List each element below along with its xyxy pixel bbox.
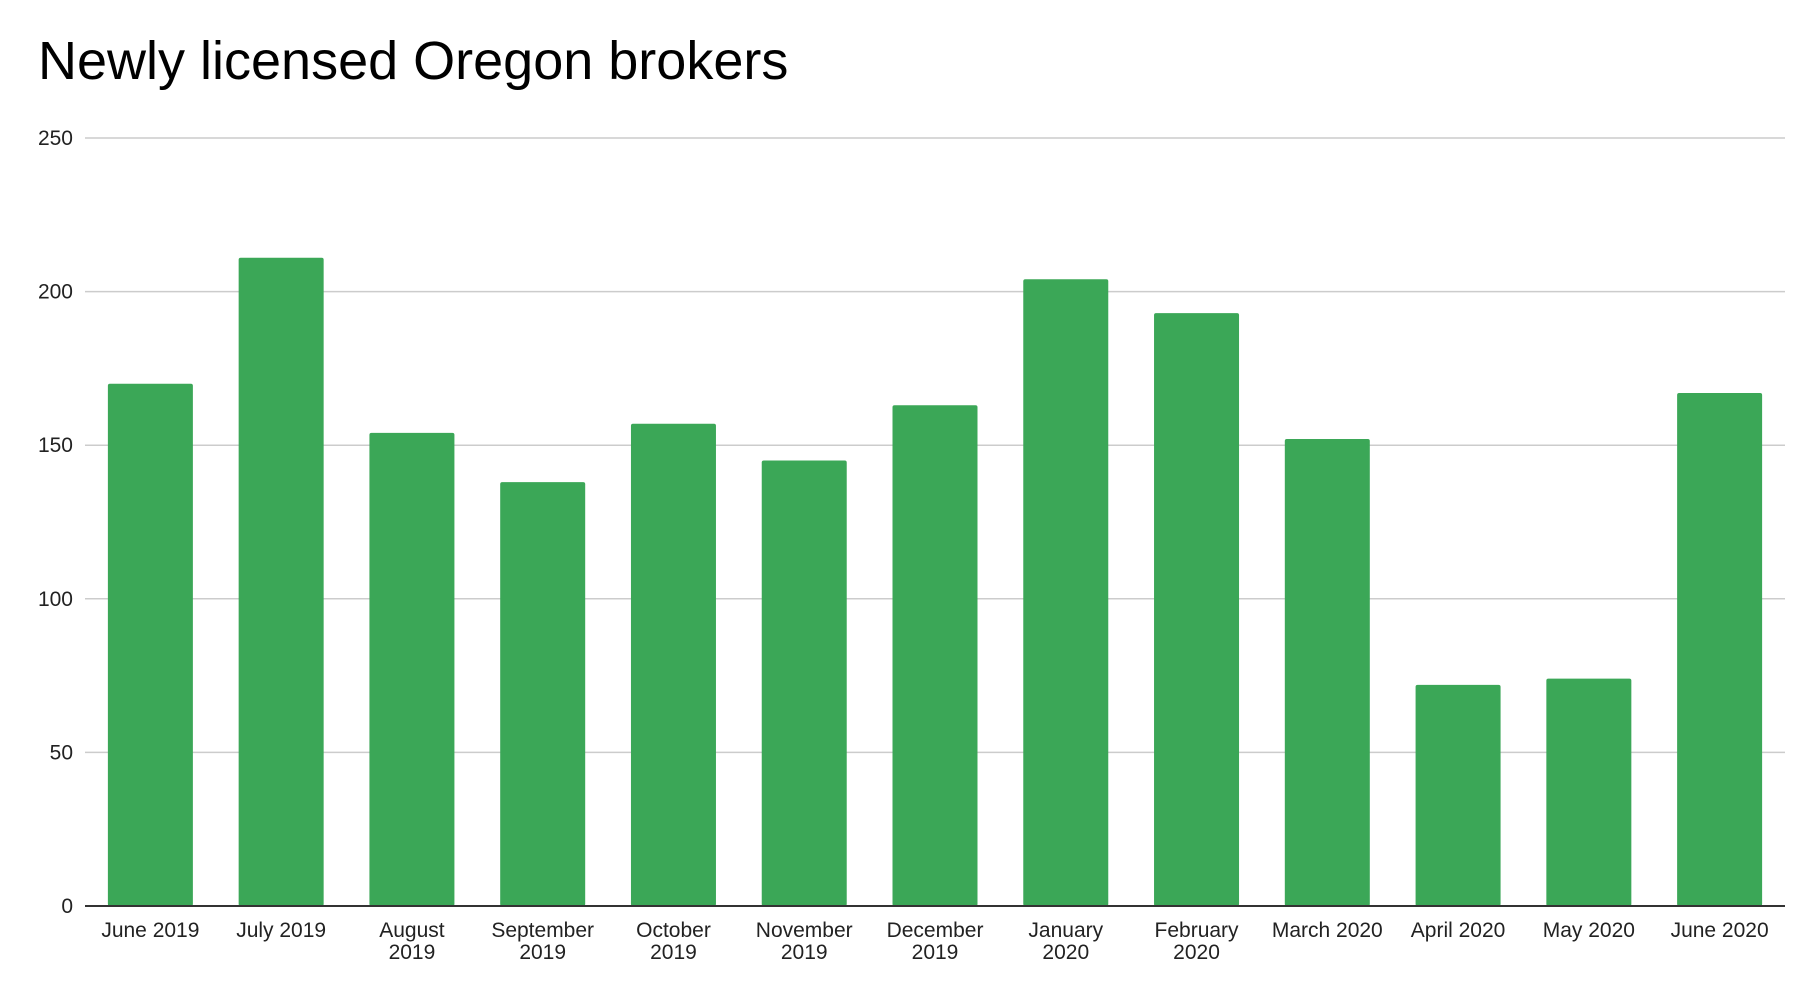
x-tick-label-line: 2019	[650, 941, 697, 964]
x-tick-label-line: October	[636, 919, 711, 942]
bar	[892, 405, 978, 906]
x-tick-label-line: August	[379, 919, 445, 942]
y-tick-label: 0	[61, 895, 73, 918]
y-axis-ticks: 0 50 100 150 200 250	[38, 127, 73, 918]
y-tick-label: 50	[50, 741, 73, 764]
bar	[107, 383, 193, 906]
bar	[1154, 313, 1240, 906]
x-tick-label-line: 2019	[519, 941, 566, 964]
x-tick-label-line: May 2020	[1543, 919, 1635, 942]
x-tick-label-line: July 2019	[236, 919, 326, 942]
x-tick-label-line: June 2019	[101, 919, 199, 942]
bar	[1023, 279, 1109, 906]
x-tick-label-line: April 2020	[1411, 919, 1506, 942]
x-tick-label: June 2020	[1671, 919, 1769, 942]
y-tick-label: 250	[38, 127, 73, 150]
x-tick-label-line: March 2020	[1272, 919, 1383, 942]
x-tick-label-line: January	[1028, 919, 1103, 942]
bars	[107, 257, 1763, 907]
x-tick-label: June 2019	[101, 919, 199, 942]
x-tick-label: April 2020	[1411, 919, 1506, 942]
x-tick-label: February 2020	[1155, 919, 1240, 964]
y-tick-label: 100	[38, 588, 73, 611]
x-tick-label-line: December	[887, 919, 984, 942]
x-tick-label: May 2020	[1543, 919, 1635, 942]
y-tick-label: 200	[38, 281, 73, 304]
x-tick-label-line: September	[491, 919, 594, 942]
bar	[630, 423, 716, 906]
x-tick-label-line: February	[1155, 919, 1240, 942]
x-tick-label: July 2019	[236, 919, 326, 942]
y-tick-label: 150	[38, 434, 73, 457]
x-tick-label: November 2019	[756, 919, 853, 964]
bar	[238, 257, 324, 907]
x-tick-label: January 2020	[1028, 919, 1103, 964]
x-tick-label: March 2020	[1272, 919, 1383, 942]
x-tick-label-line: 2020	[1173, 941, 1220, 964]
x-tick-label: August 2019	[379, 919, 445, 964]
bar	[1546, 678, 1632, 906]
bar	[1284, 439, 1370, 906]
bar	[761, 460, 847, 906]
bar	[369, 432, 455, 906]
x-tick-label: October 2019	[636, 919, 711, 964]
chart-title: Newly licensed Oregon brokers	[38, 31, 789, 91]
x-tick-label-line: 2019	[912, 941, 959, 964]
x-tick-label-line: June 2020	[1671, 919, 1769, 942]
bar	[1677, 392, 1763, 906]
x-tick-label-line: 2019	[389, 941, 436, 964]
x-tick-label: December 2019	[887, 919, 984, 964]
bar	[1415, 684, 1501, 906]
x-tick-label-line: 2019	[781, 941, 828, 964]
bar	[500, 482, 586, 906]
x-tick-label-line: 2020	[1042, 941, 1089, 964]
x-tick-label-line: November	[756, 919, 853, 942]
x-tick-label: September 2019	[491, 919, 594, 964]
